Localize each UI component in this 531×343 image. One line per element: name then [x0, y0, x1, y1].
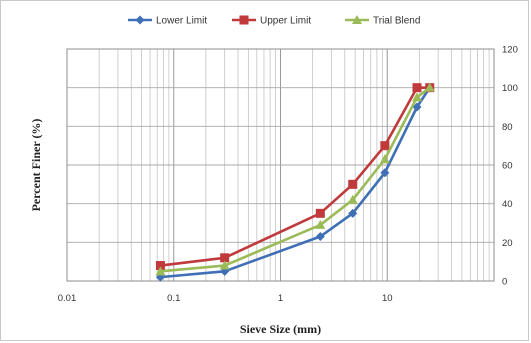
data-point: [380, 168, 390, 178]
x-tick-labels: 0.01 0.1 1 10: [58, 293, 393, 304]
y-tick-labels: 0 20 40 60 80 100 120: [502, 45, 518, 288]
data-point: [380, 141, 390, 151]
x-tick-label: 0.01: [58, 293, 77, 304]
data-point: [379, 154, 390, 164]
legend-label: Lower Limit: [156, 16, 207, 27]
legend: Lower Limit Upper Limit Trial Blend: [128, 15, 420, 27]
x-tick-label: 0.1: [167, 293, 180, 304]
series-line: [160, 86, 431, 279]
data-point: [155, 266, 166, 276]
y-tick-label: 60: [502, 161, 513, 172]
legend-label: Trial Blend: [373, 16, 420, 27]
legend-item: Lower Limit: [128, 15, 207, 27]
series-trial-blend: [155, 82, 435, 276]
data-point: [155, 261, 165, 271]
data-point: [348, 208, 358, 218]
data-point: [219, 260, 230, 270]
x-tick-label: 10: [382, 293, 393, 304]
x-tick-label: 1: [278, 293, 283, 304]
plot-area: [66, 48, 495, 282]
data-point: [352, 15, 362, 24]
series-lower-limit: [155, 83, 435, 282]
legend-item: Trial Blend: [345, 15, 420, 27]
data-point: [348, 179, 358, 189]
data-point: [315, 208, 325, 218]
data-point: [239, 15, 249, 25]
y-tick-label: 40: [502, 199, 513, 210]
data-point: [135, 15, 145, 25]
grid: [67, 49, 494, 281]
y-tick-label: 20: [502, 238, 513, 249]
legend-label: Upper Limit: [260, 16, 311, 27]
y-tick-label: 80: [502, 122, 513, 133]
data-point: [220, 253, 230, 263]
data-point: [412, 102, 422, 112]
data-point: [424, 82, 435, 92]
data-point: [347, 194, 358, 204]
data-point: [315, 219, 326, 229]
y-tick-label: 100: [502, 83, 518, 94]
y-tick-label: 120: [502, 45, 518, 56]
series-group: [155, 82, 435, 282]
data-point: [315, 232, 325, 242]
data-point: [412, 83, 422, 93]
data-point: [412, 92, 423, 102]
y-axis-title: Percent Finer (%): [29, 119, 43, 212]
legend-item: Upper Limit: [232, 15, 311, 27]
y-tick-label: 0: [502, 277, 507, 288]
series-line: [160, 86, 431, 273]
x-axis-title: Sieve Size (mm): [240, 322, 321, 336]
series-line: [160, 86, 430, 267]
